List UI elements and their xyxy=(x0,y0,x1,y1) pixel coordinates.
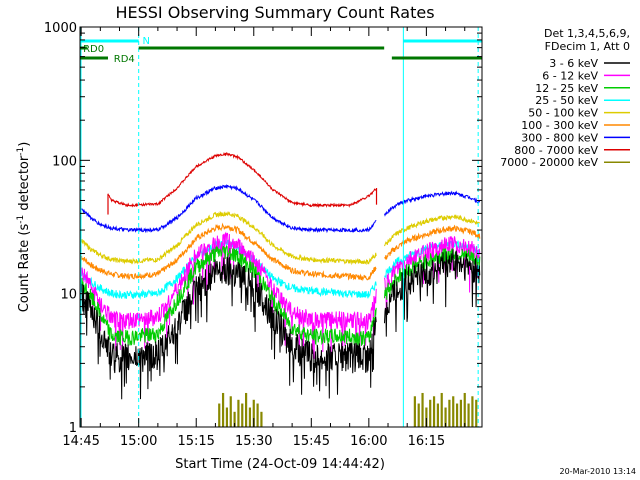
legend-label-2: 12 - 25 keV xyxy=(535,82,598,95)
x-tick-label-5: 16:00 xyxy=(350,434,387,449)
y-tick-label-1: 10 xyxy=(60,288,77,303)
x-tick-label-0: 14:45 xyxy=(62,434,99,449)
legend-label-0: 3 - 6 keV xyxy=(549,57,598,70)
plot-frame xyxy=(79,26,483,428)
series-line-5 xyxy=(81,222,481,282)
series-line-1 xyxy=(80,231,481,359)
legend-header-line-1: Det 1,3,4,5,6,9, xyxy=(544,27,630,40)
x-tick-label-3: 15:30 xyxy=(235,434,272,449)
night-label: N xyxy=(143,36,150,47)
legend-label-1: 6 - 12 keV xyxy=(542,69,598,82)
legend-label-8: 7000 - 20000 keV xyxy=(500,156,598,169)
series-line-4 xyxy=(80,210,481,266)
rd4-label: RD4 xyxy=(114,54,135,65)
x-tick-label-4: 15:45 xyxy=(293,434,330,449)
y-tick-label-0: 1 xyxy=(69,421,77,436)
rd0-label: RD0 xyxy=(83,44,104,55)
x-axis-label: Start Time (24-Oct-09 14:44:42) xyxy=(175,457,385,472)
chart-title: HESSI Observing Summary Count Rates xyxy=(115,3,434,22)
legend-label-4: 50 - 100 keV xyxy=(528,107,598,120)
y-tick-label-3: 1000 xyxy=(44,21,77,36)
plot-area: N RD0 RD4 xyxy=(80,27,482,427)
series-line-0 xyxy=(80,249,481,400)
y-axis-label: Count Rate (s-1 detector-1) xyxy=(16,142,32,313)
legend-label-3: 25 - 50 keV xyxy=(535,94,598,107)
x-tick-label-6: 16:15 xyxy=(408,434,445,449)
timestamp: 20-Mar-2010 13:14 xyxy=(560,467,637,476)
legend-header-line-2: FDecim 1, Att 0 xyxy=(545,40,630,53)
legend-label-5: 100 - 300 keV xyxy=(521,119,598,132)
y-tick-label-2: 100 xyxy=(52,154,77,169)
legend-label-7: 800 - 7000 keV xyxy=(514,144,598,157)
x-tick-label-1: 15:00 xyxy=(120,434,157,449)
axes: 14:45 15:00 15:15 15:30 15:45 16:00 16:15 1 10 10… xyxy=(44,21,483,449)
series-line-6 xyxy=(80,183,481,234)
x-tick-label-2: 15:15 xyxy=(177,434,214,449)
series-line-7 xyxy=(107,151,377,209)
legend-label-6: 300 - 800 keV xyxy=(521,131,598,144)
